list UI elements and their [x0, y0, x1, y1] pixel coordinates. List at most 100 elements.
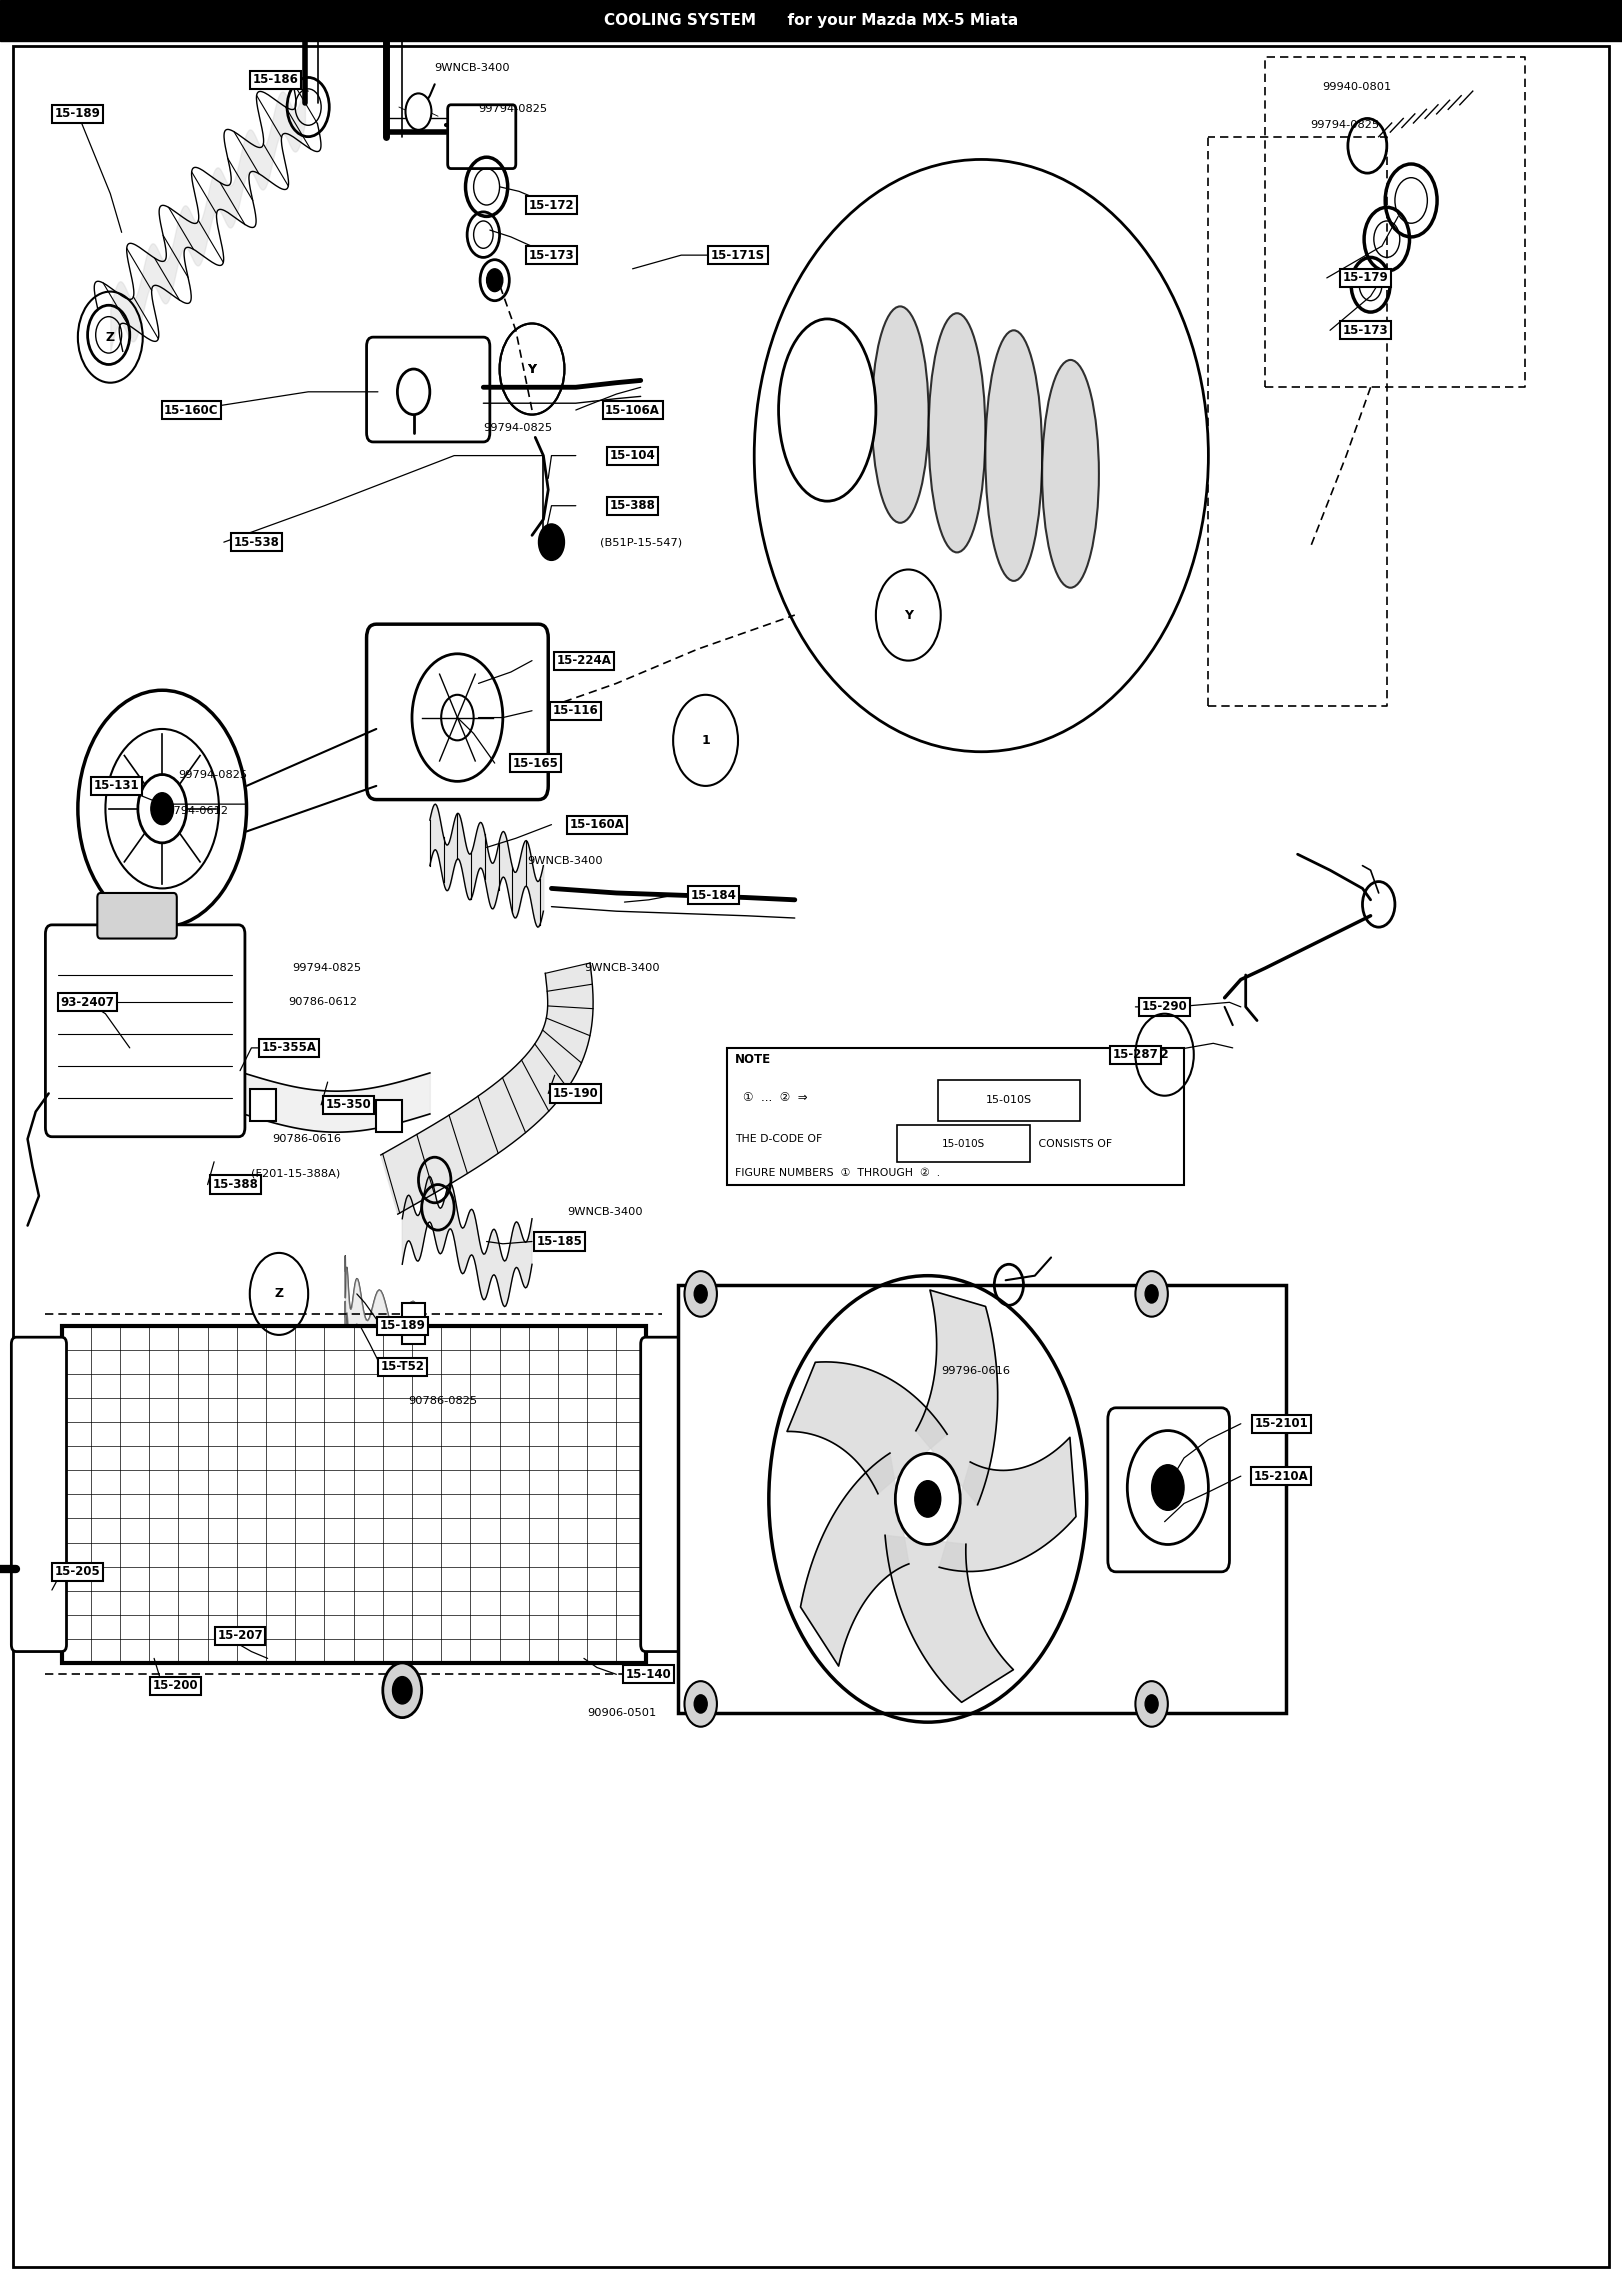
Ellipse shape — [1041, 360, 1100, 588]
Polygon shape — [381, 964, 594, 1214]
FancyBboxPatch shape — [11, 1337, 67, 1652]
Circle shape — [383, 1663, 422, 1718]
Text: 15-388: 15-388 — [610, 499, 655, 513]
Text: 99794-0825: 99794-0825 — [483, 424, 553, 433]
Text: 15-116: 15-116 — [553, 704, 599, 718]
Text: 99794-0825: 99794-0825 — [1311, 121, 1380, 130]
Circle shape — [694, 1695, 707, 1713]
Text: 15-165: 15-165 — [513, 756, 558, 770]
Text: 93-2407: 93-2407 — [60, 995, 115, 1009]
Ellipse shape — [873, 308, 928, 522]
Circle shape — [895, 1453, 960, 1544]
FancyBboxPatch shape — [97, 893, 177, 939]
Text: 15-388: 15-388 — [212, 1178, 258, 1191]
Text: (B51P-15-547): (B51P-15-547) — [600, 538, 683, 547]
Polygon shape — [801, 1453, 908, 1665]
Circle shape — [539, 524, 564, 560]
Text: 90786-0612: 90786-0612 — [289, 998, 358, 1007]
Text: 15-171S: 15-171S — [710, 248, 766, 262]
Text: 90786-0616: 90786-0616 — [272, 1134, 342, 1144]
Polygon shape — [916, 1289, 998, 1506]
Text: 2: 2 — [1160, 1048, 1169, 1062]
FancyBboxPatch shape — [897, 1125, 1030, 1162]
Ellipse shape — [986, 330, 1041, 581]
Polygon shape — [787, 1362, 947, 1494]
Text: FIGURE NUMBERS  ①  THROUGH  ②  .: FIGURE NUMBERS ① THROUGH ② . — [735, 1169, 939, 1178]
FancyBboxPatch shape — [938, 1080, 1080, 1121]
Text: 15-186: 15-186 — [253, 73, 298, 87]
Text: 1: 1 — [701, 734, 710, 747]
Text: 15-010S: 15-010S — [942, 1139, 985, 1148]
Text: 15-140: 15-140 — [626, 1667, 672, 1681]
Text: ①  ...  ②  ⇒: ① ... ② ⇒ — [743, 1091, 811, 1105]
Polygon shape — [886, 1535, 1014, 1702]
Text: NOTE: NOTE — [735, 1052, 770, 1066]
Text: 15-205: 15-205 — [55, 1565, 101, 1579]
Text: 90786-0825: 90786-0825 — [409, 1396, 478, 1406]
Ellipse shape — [779, 319, 876, 501]
Ellipse shape — [754, 159, 1208, 752]
Text: 15-189: 15-189 — [55, 107, 101, 121]
FancyBboxPatch shape — [1108, 1408, 1229, 1572]
Text: Z: Z — [274, 1287, 284, 1301]
Circle shape — [406, 93, 431, 130]
Text: Z: Z — [105, 330, 115, 344]
Circle shape — [915, 1481, 941, 1517]
FancyBboxPatch shape — [250, 1089, 276, 1121]
FancyBboxPatch shape — [0, 0, 1622, 41]
Text: 15-131: 15-131 — [94, 779, 139, 793]
Text: 15-160A: 15-160A — [569, 818, 624, 831]
Text: 15-224A: 15-224A — [556, 654, 611, 667]
Text: 99794-0825: 99794-0825 — [292, 964, 362, 973]
Circle shape — [684, 1271, 717, 1317]
Text: 15-172: 15-172 — [529, 198, 574, 212]
Text: 15-350: 15-350 — [326, 1098, 371, 1112]
Text: 15-287: 15-287 — [1113, 1048, 1158, 1062]
Text: 9WNCB-3400: 9WNCB-3400 — [435, 64, 511, 73]
Text: 99940-0801: 99940-0801 — [1322, 82, 1392, 91]
Text: CONSISTS OF: CONSISTS OF — [1035, 1139, 1113, 1148]
Text: 15-106A: 15-106A — [605, 403, 660, 417]
Text: 99796-0616: 99796-0616 — [941, 1367, 1011, 1376]
Text: (F201-15-388A): (F201-15-388A) — [251, 1169, 341, 1178]
Text: 9WNCB-3400: 9WNCB-3400 — [527, 857, 603, 866]
Text: 15-184: 15-184 — [691, 888, 736, 902]
Circle shape — [684, 1681, 717, 1727]
Circle shape — [1145, 1285, 1158, 1303]
FancyBboxPatch shape — [727, 1048, 1184, 1185]
Text: 15-010S: 15-010S — [986, 1096, 1032, 1105]
FancyBboxPatch shape — [402, 1303, 425, 1344]
Text: 15-2101: 15-2101 — [1254, 1417, 1309, 1431]
FancyBboxPatch shape — [45, 925, 245, 1137]
Circle shape — [1135, 1681, 1168, 1727]
Text: 15-207: 15-207 — [217, 1629, 263, 1642]
Text: 15-173: 15-173 — [529, 248, 574, 262]
Text: 15-173: 15-173 — [1343, 323, 1388, 337]
Text: Y: Y — [527, 362, 537, 376]
Text: THE D-CODE OF: THE D-CODE OF — [735, 1134, 826, 1144]
FancyBboxPatch shape — [62, 1326, 646, 1663]
Text: COOLING SYSTEM      for your Mazda MX-5 Miata: COOLING SYSTEM for your Mazda MX-5 Miata — [603, 14, 1019, 27]
Circle shape — [441, 695, 474, 740]
Text: 15-T52: 15-T52 — [380, 1360, 425, 1374]
Circle shape — [1152, 1465, 1184, 1510]
Text: Y: Y — [527, 362, 537, 376]
Text: 15-160C: 15-160C — [164, 403, 219, 417]
Text: 15-538: 15-538 — [234, 535, 279, 549]
Text: Y: Y — [903, 608, 913, 622]
Circle shape — [694, 1285, 707, 1303]
Circle shape — [393, 1677, 412, 1704]
FancyBboxPatch shape — [448, 105, 516, 169]
Text: 15-189: 15-189 — [380, 1319, 425, 1333]
Text: 15-104: 15-104 — [610, 449, 655, 462]
Ellipse shape — [928, 312, 985, 551]
Text: 15-179: 15-179 — [1343, 271, 1388, 285]
Text: 15-210A: 15-210A — [1254, 1469, 1309, 1483]
Text: 15-185: 15-185 — [537, 1235, 582, 1248]
Text: 99794-0825: 99794-0825 — [478, 105, 548, 114]
Circle shape — [1135, 1271, 1168, 1317]
FancyBboxPatch shape — [678, 1285, 1286, 1713]
FancyBboxPatch shape — [367, 337, 490, 442]
FancyBboxPatch shape — [367, 624, 548, 800]
Polygon shape — [402, 1175, 532, 1308]
